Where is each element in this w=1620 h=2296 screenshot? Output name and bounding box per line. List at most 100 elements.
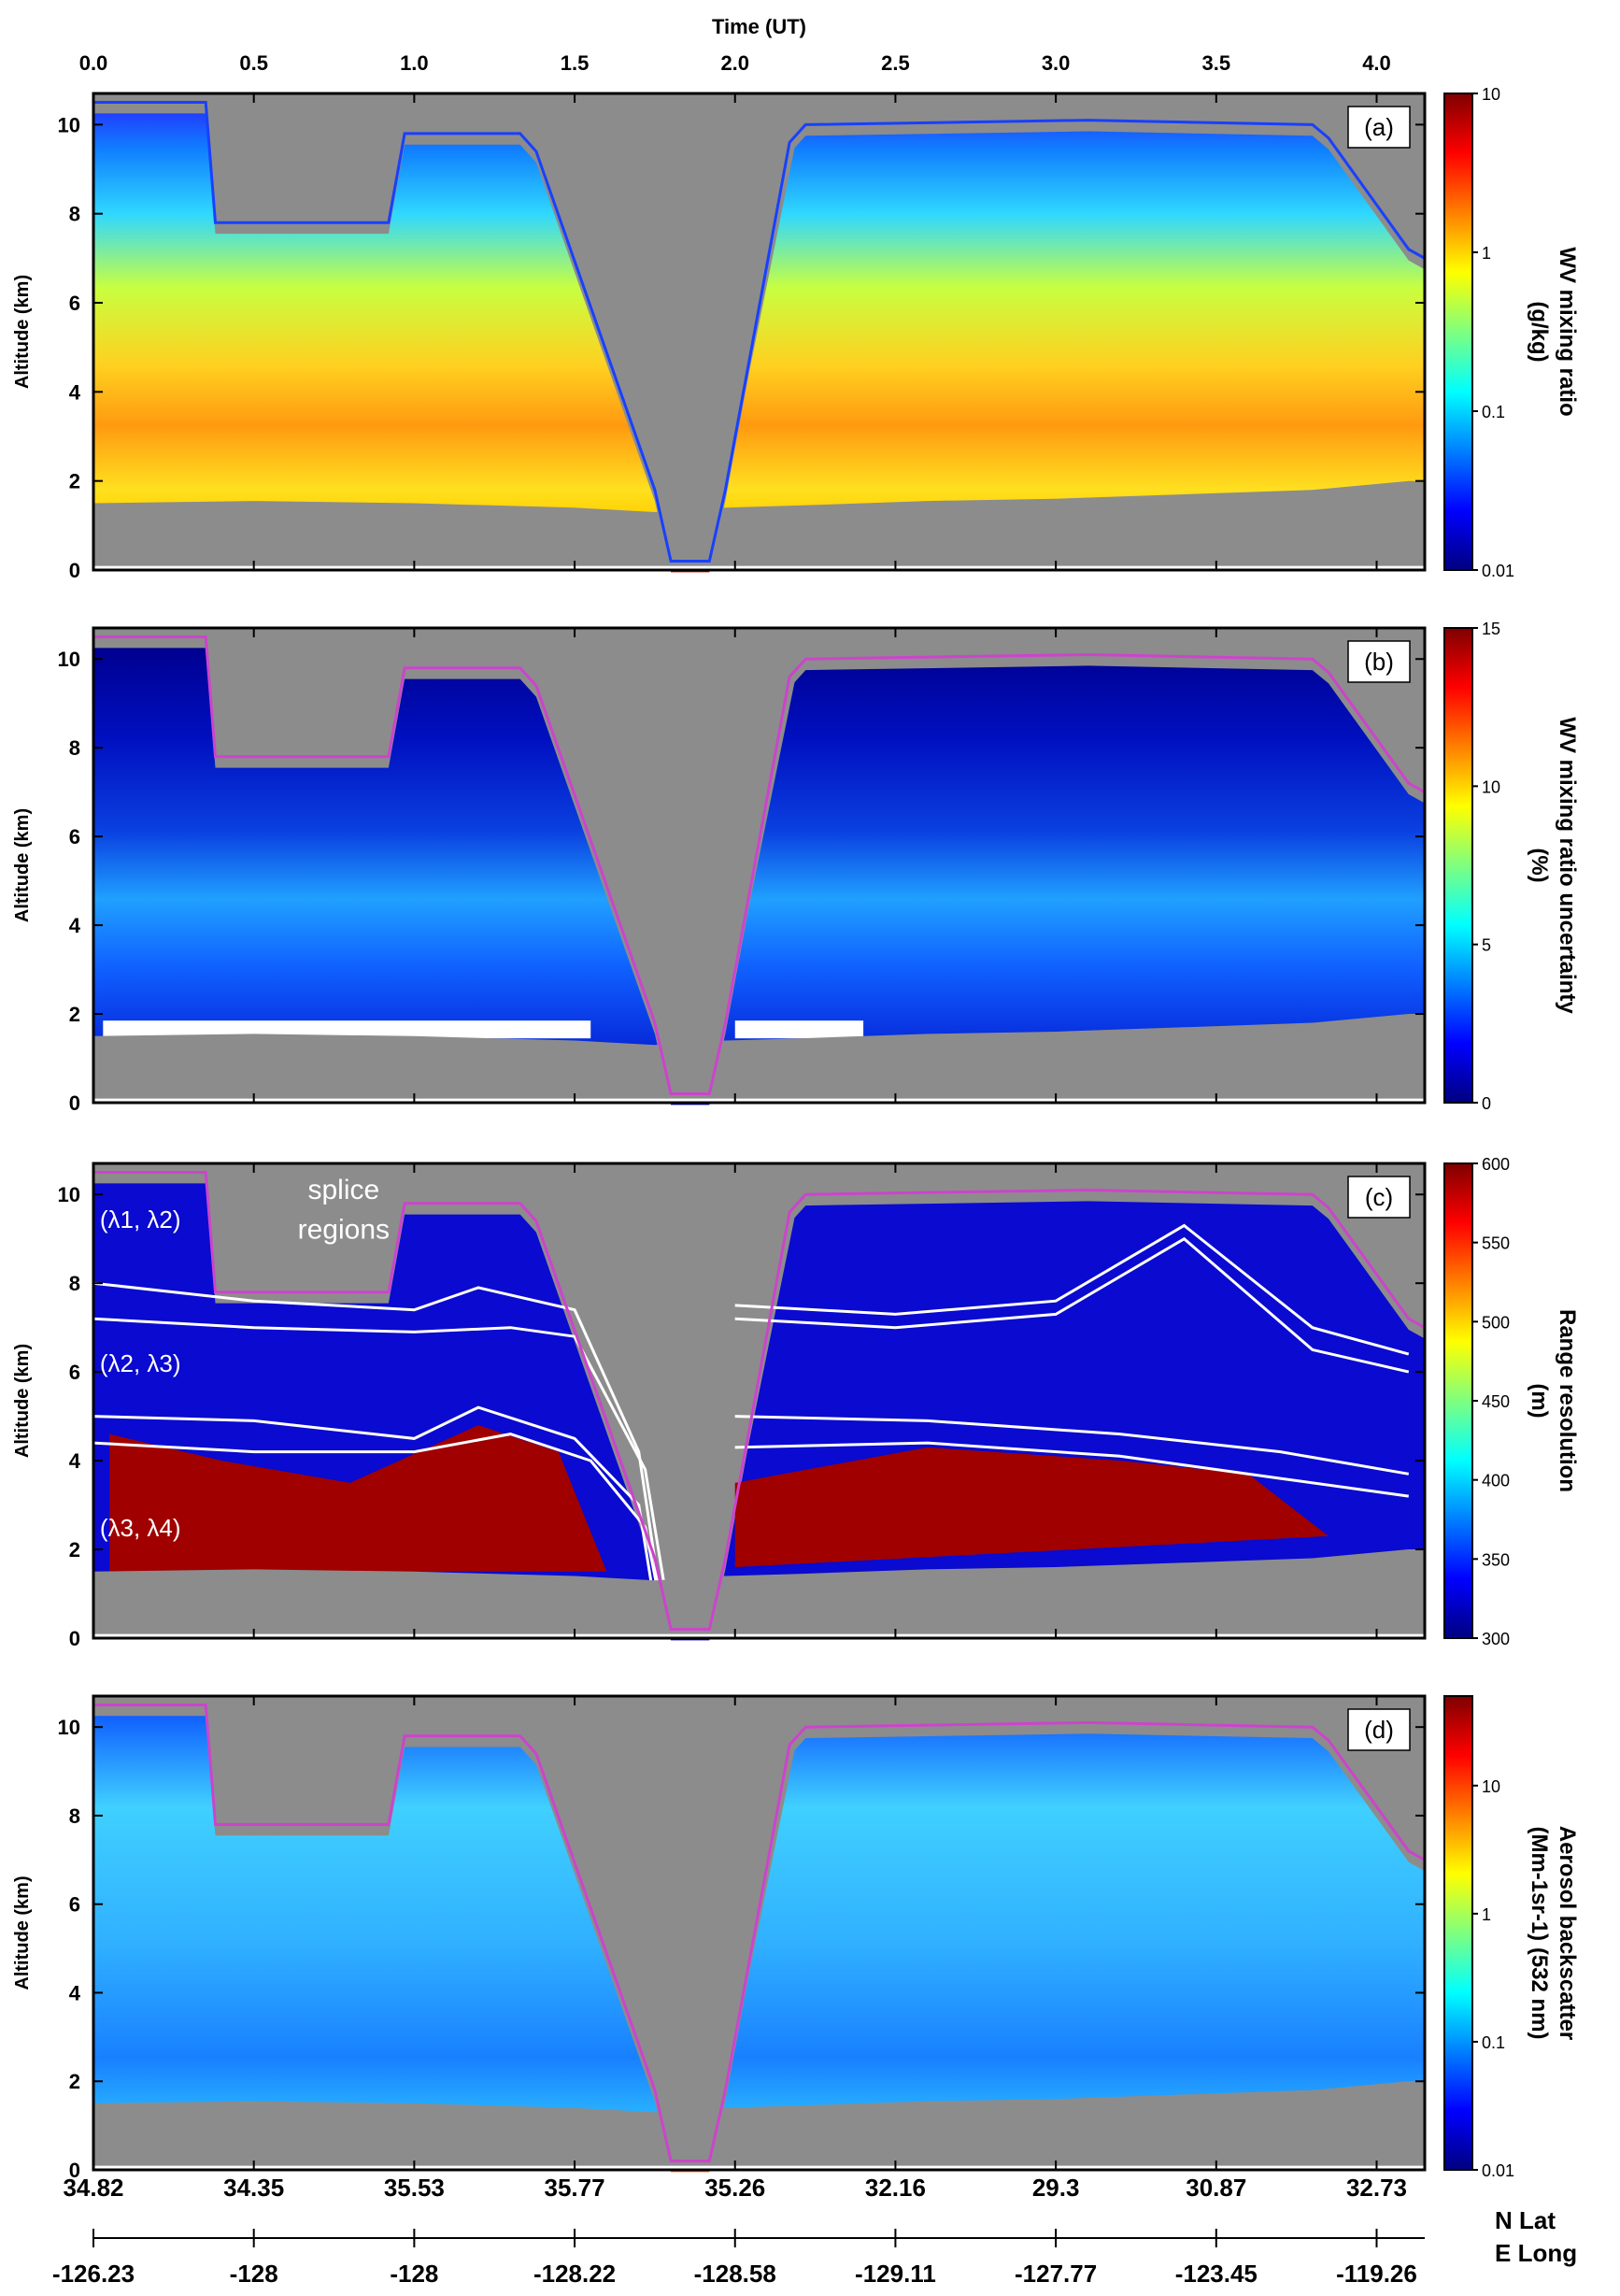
panel-frame [92, 1694, 1427, 2172]
panel-4: 0 2 4 6 8 10 Altitude (km) (d) 0.01 0.1 1 10 Aerosol… [12, 1694, 1580, 2182]
y-tick-label: 0 [69, 1091, 80, 1115]
panel-frame [92, 1162, 1427, 1640]
colorbar-tick-label: 10 [1482, 777, 1500, 796]
time-tick-label: 0.5 [239, 51, 268, 75]
colorbar-unit-label: (g/kg) [1527, 301, 1552, 362]
colorbar-tick-label: 550 [1482, 1234, 1510, 1253]
y-tick-label: 4 [69, 914, 81, 937]
data-field [93, 113, 1425, 573]
colorbar [1443, 1162, 1473, 1639]
lon-tick-label: -128.58 [694, 2260, 776, 2288]
panel-label-box [1347, 640, 1411, 683]
lat-tick-label: 34.35 [223, 2174, 284, 2202]
lat-tick-label: 35.53 [384, 2174, 445, 2202]
colorbar-label: Range resolution [1555, 1309, 1580, 1492]
colorbar-label: WV mixing ratio [1555, 247, 1580, 416]
splice-line [734, 1441, 1410, 1498]
colorbar-tick-label: 400 [1482, 1472, 1510, 1490]
y-tick-label: 8 [69, 736, 80, 760]
panel-annotation: (λ2, λ3) [100, 1349, 181, 1377]
y-tick-label: 6 [69, 292, 80, 315]
splice-line [734, 1236, 1410, 1374]
colorbar-tick-label: 15 [1482, 620, 1500, 638]
panel-label-box [1347, 1708, 1411, 1751]
y-tick-label: 0 [69, 1627, 80, 1650]
panel-label: (c) [1365, 1183, 1393, 1211]
surface-mask [93, 1014, 1425, 1103]
y-tick-label: 8 [69, 1804, 80, 1828]
y-tick-label: 2 [69, 470, 80, 493]
colorbar-tick-label: 300 [1482, 1630, 1510, 1648]
panel-annotation: regions [298, 1215, 390, 1246]
y-tick-label: 10 [58, 1183, 80, 1206]
colorbar-tick-label: 350 [1482, 1550, 1510, 1569]
colorbar-tick-label: 10 [1482, 85, 1500, 104]
panel-frame [92, 92, 1427, 572]
colorbar-tick-label: 10 [1482, 1777, 1500, 1796]
splice-line [734, 1223, 1410, 1356]
y-tick-label: 10 [58, 1716, 80, 1739]
colorbar-tick-label: 0.01 [1482, 562, 1514, 580]
time-tick-label: 1.5 [561, 51, 590, 75]
y-tick-label: 10 [58, 113, 80, 136]
lon-tick-label: -128 [390, 2260, 438, 2288]
panel-annotation: (λ1, λ2) [100, 1205, 181, 1234]
lat-tick-label: 30.87 [1186, 2174, 1246, 2202]
y-axis-label: Altitude (km) [12, 1344, 33, 1458]
high-uncertainty-band [734, 1020, 864, 1039]
surface-mask [93, 2081, 1425, 2170]
descent-gap [535, 1696, 806, 2161]
colorbar [1443, 627, 1473, 1104]
panel-2: 0 2 4 6 8 10 Altitude (km) (b) 0 5 10 15 WV mixing r… [12, 620, 1580, 1115]
panel-label: (a) [1364, 113, 1394, 141]
time-axis-label: Time (UT) [712, 15, 806, 38]
y-tick-label: 6 [69, 1361, 80, 1384]
panel-label: (d) [1364, 1716, 1394, 1744]
y-tick-label: 2 [69, 1003, 80, 1026]
panel-3: 0 2 4 6 8 10 Altitude (km) (c) (λ1, λ2) (λ2, λ3) (… [12, 1155, 1580, 1650]
high-uncertainty-band [103, 1020, 591, 1039]
y-tick-label: 4 [69, 1449, 81, 1473]
panel-label: (b) [1364, 648, 1394, 676]
flight-track [93, 635, 1426, 1095]
lon-tick-label: -128.22 [533, 2260, 616, 2288]
y-tick-label: 2 [69, 2070, 80, 2093]
time-tick-label: 2.5 [881, 51, 910, 75]
y-tick-label: 0 [69, 559, 80, 582]
colorbar-tick-label: 5 [1482, 936, 1491, 955]
lat-tick-label: 35.26 [704, 2174, 765, 2202]
y-tick-label: 8 [69, 1272, 80, 1295]
time-tick-label: 1.0 [400, 51, 429, 75]
lat-tick-label: 29.3 [1032, 2174, 1080, 2202]
y-tick-label: 2 [69, 1538, 80, 1562]
lon-tick-label: -126.23 [52, 2260, 135, 2288]
splice-line [92, 1281, 666, 1626]
y-tick-label: 4 [69, 380, 81, 404]
flight-track [93, 101, 1426, 563]
y-tick-label: 4 [69, 1981, 81, 2004]
descent-gap [535, 628, 806, 1094]
panel-annotation: (λ3, λ4) [100, 1514, 181, 1542]
y-tick-label: 0 [69, 2159, 80, 2182]
time-tick-label: 0.0 [79, 51, 108, 75]
lat-tick-label: 35.77 [545, 2174, 605, 2202]
splice-line [92, 1405, 660, 1626]
lat-tick-label: 34.82 [63, 2174, 123, 2202]
flight-track [93, 1704, 1426, 2162]
colorbar-tick-label: 450 [1482, 1392, 1510, 1411]
colorbar-tick-label: 0.1 [1482, 2033, 1505, 2052]
time-tick-label: 4.0 [1362, 51, 1391, 75]
colorbar-unit-label: (%) [1527, 848, 1552, 882]
lat-axis-label: N Lat [1495, 2206, 1556, 2234]
y-tick-label: 10 [58, 648, 80, 671]
flight-track [93, 1171, 1426, 1631]
panel-label-box [1347, 1176, 1411, 1219]
low-resolution-region [734, 1447, 1329, 1568]
lon-tick-label: -129.11 [855, 2260, 936, 2288]
splice-line [92, 1317, 673, 1626]
colorbar-tick-label: 500 [1482, 1313, 1510, 1332]
lon-tick-label: -119.26 [1336, 2260, 1417, 2288]
colorbar-tick-label: 0.1 [1482, 403, 1505, 421]
splice-line [734, 1415, 1410, 1476]
